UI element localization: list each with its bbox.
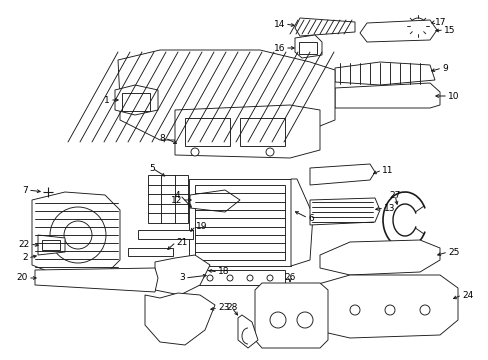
Polygon shape [290,179,312,266]
Circle shape [226,275,232,281]
Text: 27: 27 [388,190,400,199]
Bar [138,230,193,239]
Text: 4: 4 [174,190,180,199]
Polygon shape [334,83,439,108]
Text: 21: 21 [176,238,187,247]
Polygon shape [32,192,120,278]
Polygon shape [38,235,65,255]
Bar [240,118,285,146]
Polygon shape [314,275,457,338]
Circle shape [349,305,359,315]
Bar [195,185,285,260]
Circle shape [206,275,213,281]
Circle shape [409,18,425,34]
Text: 6: 6 [307,213,313,222]
Text: 12: 12 [170,195,182,204]
Polygon shape [238,315,258,348]
Text: 26: 26 [284,274,295,283]
Text: 1: 1 [104,95,110,104]
Text: 3: 3 [179,274,184,283]
Circle shape [384,305,394,315]
Circle shape [419,305,429,315]
Text: 15: 15 [443,26,454,35]
Text: 25: 25 [447,248,458,257]
Circle shape [191,148,199,156]
Polygon shape [294,18,354,36]
Text: 17: 17 [434,18,446,27]
Text: 9: 9 [441,63,447,72]
Polygon shape [254,283,327,348]
Circle shape [50,207,106,263]
Polygon shape [190,190,240,212]
Polygon shape [309,164,374,185]
Bar [189,179,290,266]
Circle shape [413,22,421,30]
Circle shape [269,312,285,328]
Text: 20: 20 [17,274,28,283]
Circle shape [266,275,272,281]
Polygon shape [175,105,319,158]
Text: 10: 10 [447,91,459,100]
Polygon shape [359,20,436,42]
Bar [128,248,173,256]
Bar [298,42,316,54]
Text: 23: 23 [218,303,229,312]
Text: 5: 5 [149,163,155,172]
Text: 16: 16 [273,44,285,53]
Polygon shape [319,240,439,275]
Text: 18: 18 [218,267,229,276]
Text: 19: 19 [196,221,207,230]
Text: 11: 11 [381,166,393,175]
Bar [184,118,229,146]
Circle shape [64,221,92,249]
Bar [195,270,285,285]
Bar [148,175,187,223]
Polygon shape [155,255,209,295]
Circle shape [296,312,312,328]
Text: 13: 13 [383,203,395,212]
Polygon shape [145,293,215,345]
Circle shape [246,275,252,281]
Circle shape [265,148,273,156]
Polygon shape [334,62,434,85]
Polygon shape [35,268,158,292]
Text: 8: 8 [159,134,164,143]
Bar [122,93,150,111]
Polygon shape [309,198,379,225]
Bar [42,240,60,250]
Text: 24: 24 [461,291,472,300]
Text: 22: 22 [19,239,30,248]
Polygon shape [118,50,334,140]
Text: 7: 7 [22,185,28,194]
Text: 14: 14 [273,19,285,28]
Text: 28: 28 [226,303,237,312]
Polygon shape [115,85,158,115]
Polygon shape [294,35,321,58]
Text: 2: 2 [22,253,28,262]
